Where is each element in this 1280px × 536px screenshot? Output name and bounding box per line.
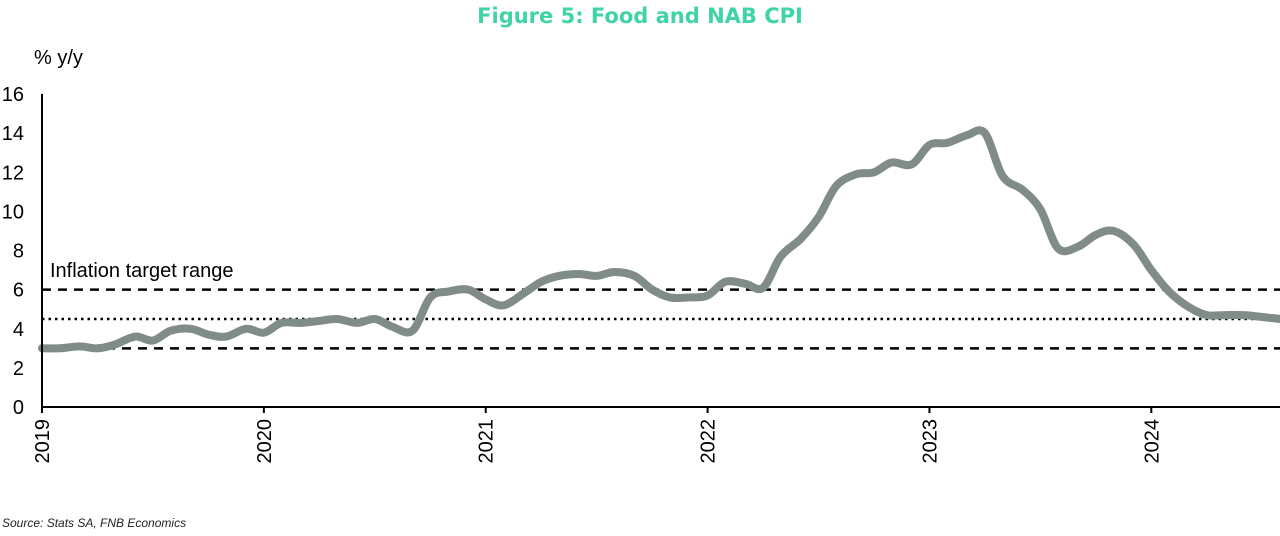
x-tick-label: 2024 <box>1141 419 1163 464</box>
y-ticks: 0 2 4 6 8 10 12 14 16 <box>2 84 24 419</box>
series-line <box>38 126 1280 353</box>
y-tick-label: 16 <box>2 84 24 106</box>
axes <box>41 94 1280 413</box>
chart-title: Figure 5: Food and NAB CPI <box>477 4 803 28</box>
y-tick-label: 10 <box>2 201 24 223</box>
x-tick-label: 2023 <box>919 419 941 464</box>
target-range-annotation: Inflation target range <box>50 260 233 282</box>
y-tick-label: 14 <box>2 123 24 145</box>
y-tick-label: 6 <box>13 280 24 302</box>
y-tick-label: 4 <box>13 319 24 341</box>
y-tick-label: 8 <box>13 241 24 263</box>
y-tick-label: 0 <box>13 397 24 419</box>
y-axis-label: % y/y <box>34 47 83 69</box>
x-ticks: 2019 2020 2021 2022 2023 2024 <box>32 407 1163 464</box>
y-tick-label: 12 <box>2 162 24 184</box>
series-group <box>38 126 1280 353</box>
x-tick-label: 2022 <box>698 419 720 464</box>
y-tick-label: 2 <box>13 358 24 380</box>
x-tick-label: 2021 <box>476 419 498 464</box>
reference-lines <box>42 288 1280 350</box>
x-tick-label: 2020 <box>254 419 276 464</box>
source-note: Source: Stats SA, FNB Economics <box>2 516 187 530</box>
x-tick-label: 2019 <box>32 419 54 464</box>
